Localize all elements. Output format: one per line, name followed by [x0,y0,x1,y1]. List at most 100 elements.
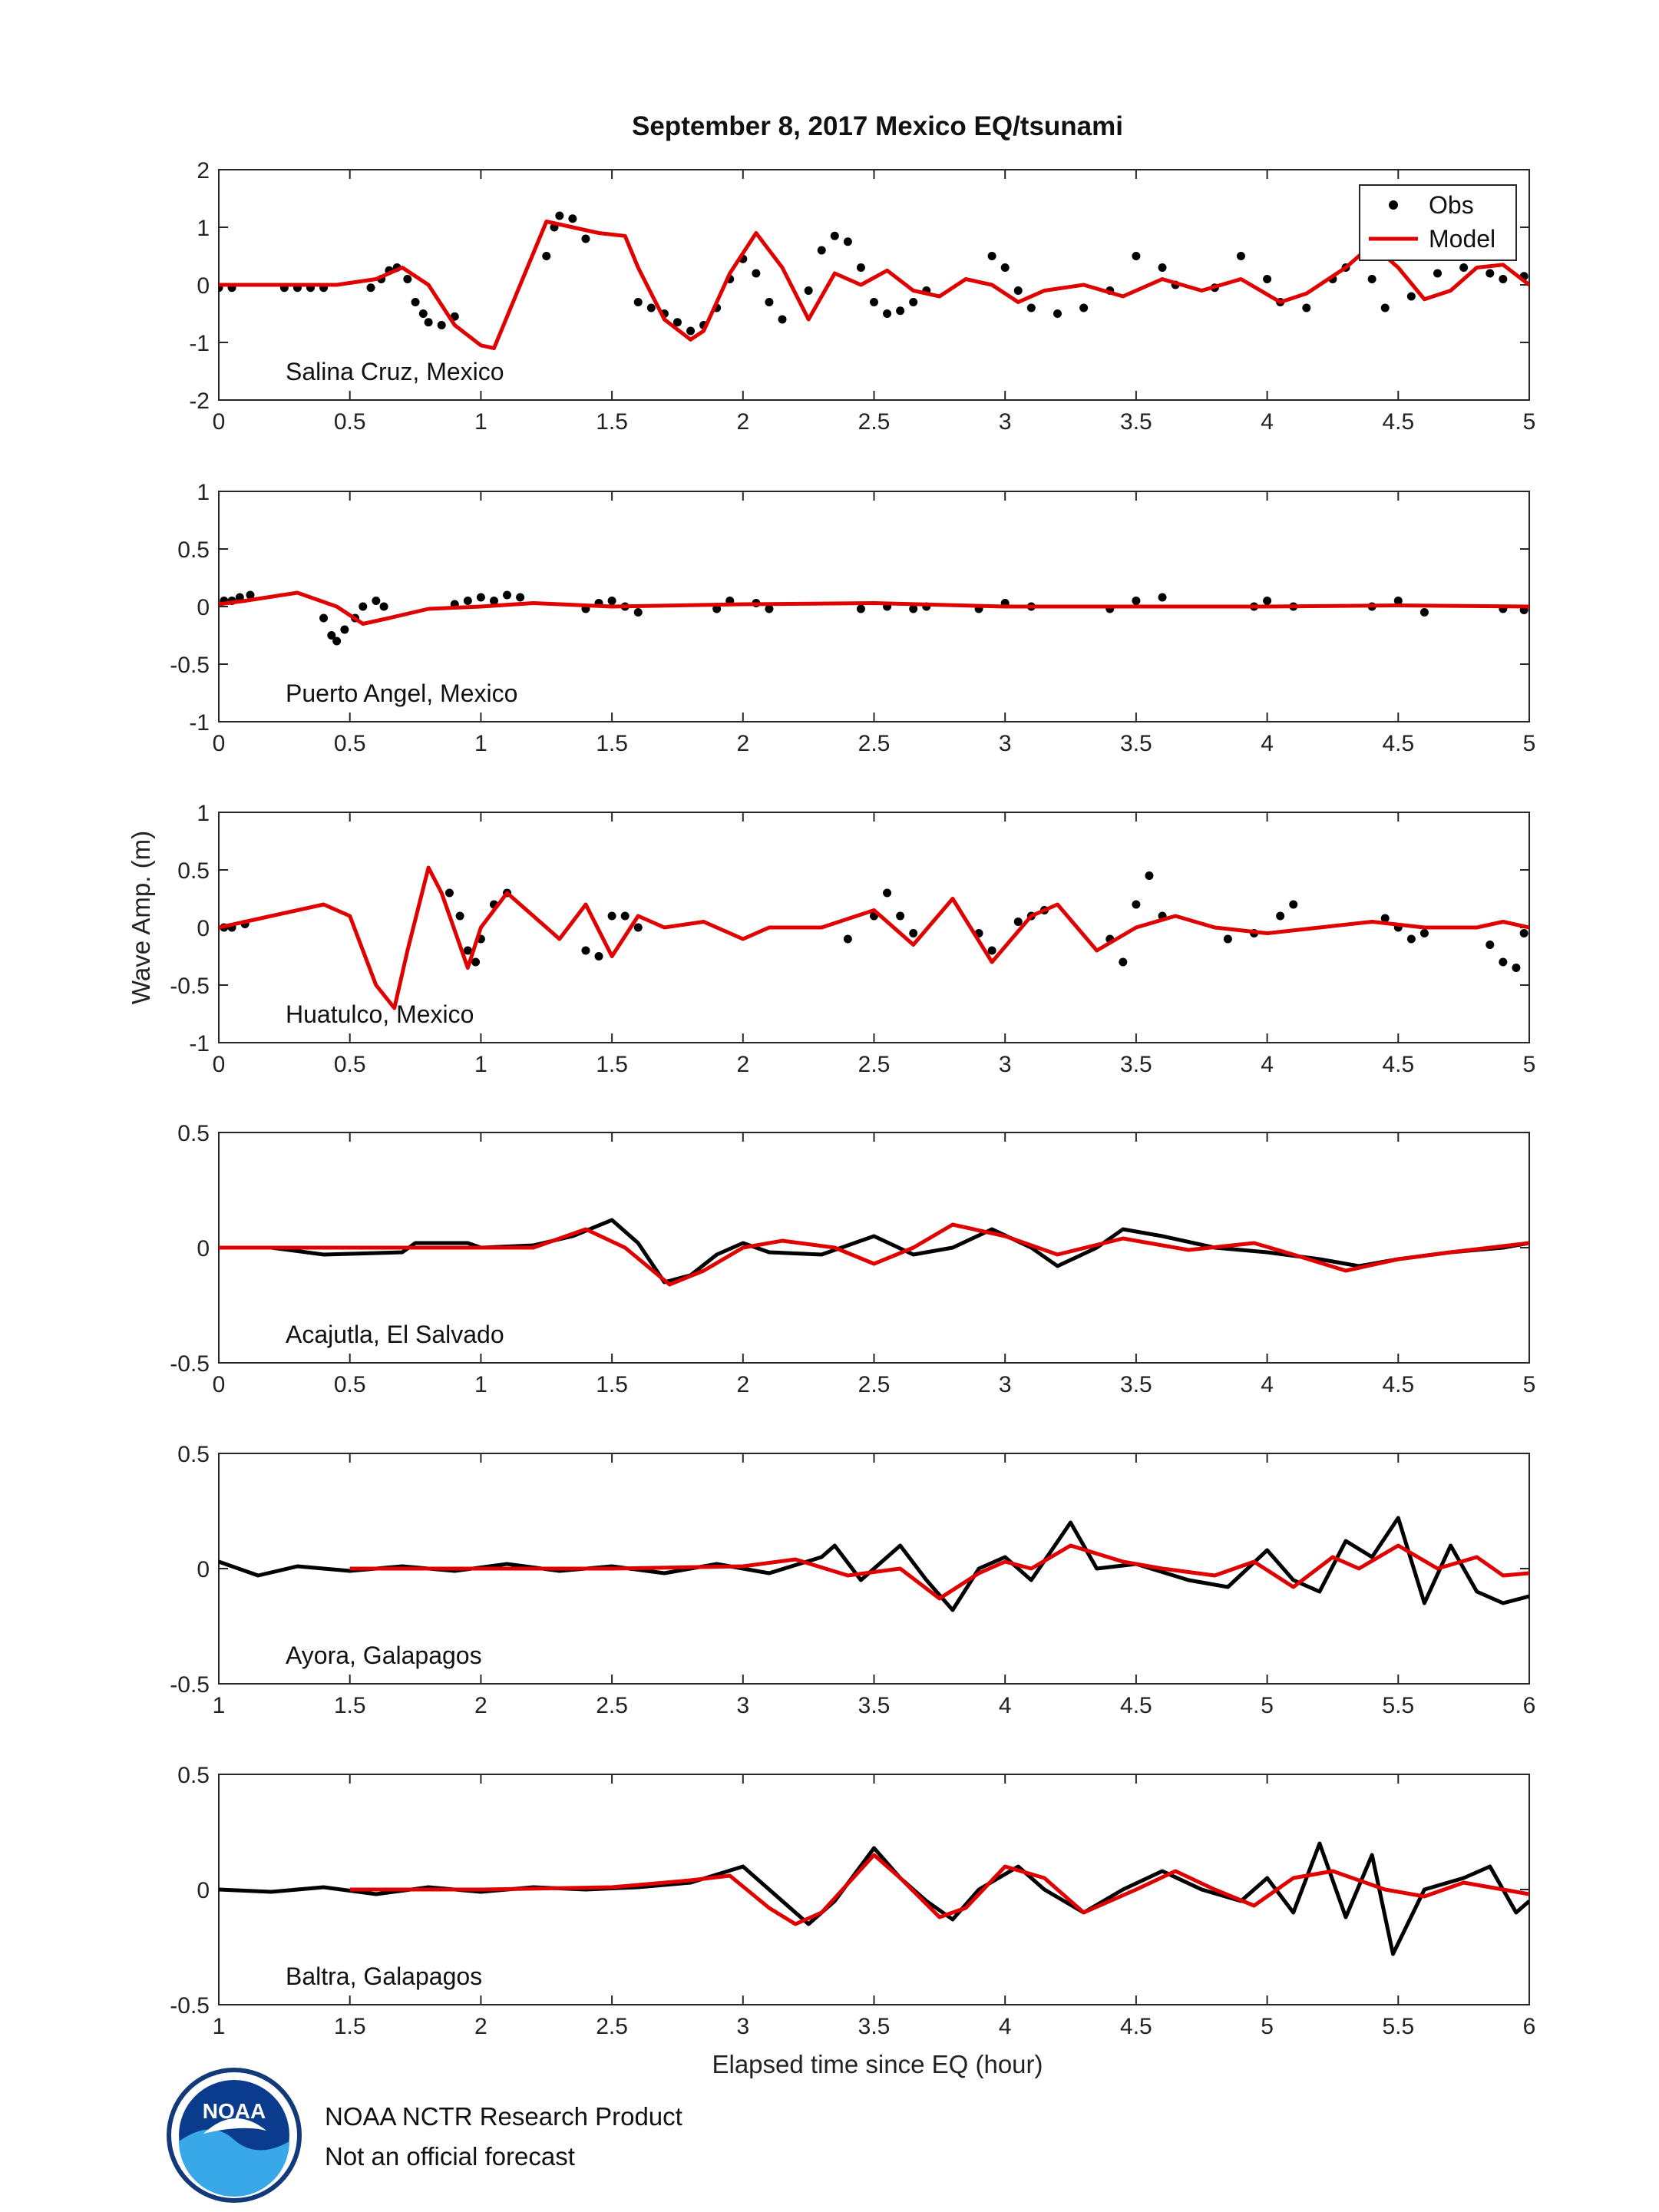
y-tick-label: 0.5 [177,1763,210,1788]
obs-point [1485,941,1495,949]
obs-point [765,604,774,613]
x-tick-label: 3 [999,731,1012,756]
x-tick-label: 3.5 [1120,409,1152,435]
obs-point [673,318,682,327]
model-line [219,865,1529,1010]
obs-point [856,604,865,613]
obs-point [909,298,918,306]
obs-point [843,237,852,246]
obs-point [411,298,420,306]
x-tick-label: 4 [1261,1052,1274,1077]
obs-point [1145,871,1154,880]
x-tick-label: 1 [474,1372,487,1397]
obs-point [444,888,454,898]
plot-area [219,590,1529,646]
obs-point [359,602,368,611]
obs-point [870,298,878,306]
obs-point [896,306,905,316]
x-tick-label: 1 [474,1052,487,1077]
obs-point [987,946,996,955]
obs-point [1406,292,1416,301]
x-tick-label: 4.5 [1120,1693,1152,1718]
legend-obs-marker [1389,200,1398,210]
x-tick-label: 4 [1261,1372,1274,1397]
y-tick-label: 1 [197,801,210,826]
obs-point [455,911,464,921]
x-tick-label: 3.5 [1120,1052,1152,1077]
obs-point [463,946,472,955]
station-label: Acajutla, El Salvado [286,1321,504,1348]
x-tick-label: 2.5 [596,2014,628,2039]
obs-point [1459,263,1469,272]
obs-point [804,286,813,295]
obs-point [1132,252,1141,260]
x-tick-label: 0.5 [334,731,366,756]
noaa-logo: NOAA [167,2068,302,2203]
x-tick-label: 0 [213,1052,226,1077]
x-tick-label: 4 [1261,731,1274,756]
obs-point [1053,309,1062,318]
y-tick-label: -1 [189,331,210,356]
obs-point [1132,900,1141,909]
y-tick-label: 0 [197,1236,210,1261]
noaa-logo-text: NOAA [203,2099,266,2123]
x-tick-label: 0 [213,1372,226,1397]
obs-point [1485,269,1495,278]
obs-point [418,309,428,318]
obs-point [1223,934,1232,944]
x-tick-label: 5 [1523,409,1536,435]
obs-point [1419,608,1429,617]
obs-line [219,1218,1529,1285]
station-label: Ayora, Galapagos [286,1642,482,1669]
obs-point [1263,275,1272,283]
x-tick-label: 0.5 [334,1372,366,1397]
x-tick-label: 5 [1261,2014,1274,2039]
y-tick-label: 0.5 [177,1442,210,1467]
x-tick-label: 1.5 [596,409,628,435]
obs-point [1013,286,1023,295]
plot-area [219,865,1529,1010]
obs-point [896,911,905,921]
footer-line-1: NOAA NCTR Research Product [325,2102,682,2131]
x-tick-label: 4.5 [1120,2014,1152,2039]
x-tick-label: 3.5 [858,2014,891,2039]
obs-point [1499,957,1508,967]
x-tick-label: 4 [999,1693,1012,1718]
panel-5: 1 1.5 2 2.5 3 3.5 4 4.5 5 5.5 6 -0.5 0 0.5 Ayora, Gala… [170,1442,1535,1718]
x-tick-label: 4.5 [1382,409,1414,435]
panel-6: 1 1.5 2 2.5 3 3.5 4 4.5 5 5.5 6 -0.5 0 0.5 Baltra, Gal… [170,1763,1535,2039]
x-tick-label: 5.5 [1382,1693,1414,1718]
x-tick-label: 1.5 [334,1693,366,1718]
panel-1: 0 0.5 1 1.5 2 2.5 3 3.5 4 4.5 5 -2 -1 0 1 2 Salina Cruz,… [189,158,1535,435]
x-tick-label: 0 [213,409,226,435]
x-tick-label: 3 [999,1372,1012,1397]
x-tick-label: 3.5 [1120,1372,1152,1397]
obs-point [1433,269,1443,278]
obs-point [607,911,616,921]
x-tick-label: 3 [736,1693,749,1718]
x-tick-label: 5 [1261,1693,1274,1718]
model-line [349,1853,1529,1926]
x-tick-label: 2.5 [596,1693,628,1718]
obs-point [1119,957,1128,967]
obs-point [1380,914,1390,923]
obs-point [1236,252,1245,260]
obs-point [909,604,918,613]
obs-point [340,625,349,634]
y-tick-label: 0 [197,1878,210,1903]
obs-point [633,298,643,306]
obs-point [246,590,255,600]
x-tick-label: 4 [999,2014,1012,2039]
obs-point [463,597,472,605]
plot-area [219,211,1529,350]
y-tick-label: -0.5 [170,1351,210,1377]
legend-obs-label: Obs [1429,191,1474,219]
obs-point [607,597,616,605]
station-label: Huatulco, Mexico [286,1000,474,1028]
obs-point [1302,303,1311,312]
y-tick-label: 2 [197,158,210,184]
obs-point [830,231,839,240]
x-tick-label: 2 [736,731,749,756]
obs-point [1013,918,1023,926]
